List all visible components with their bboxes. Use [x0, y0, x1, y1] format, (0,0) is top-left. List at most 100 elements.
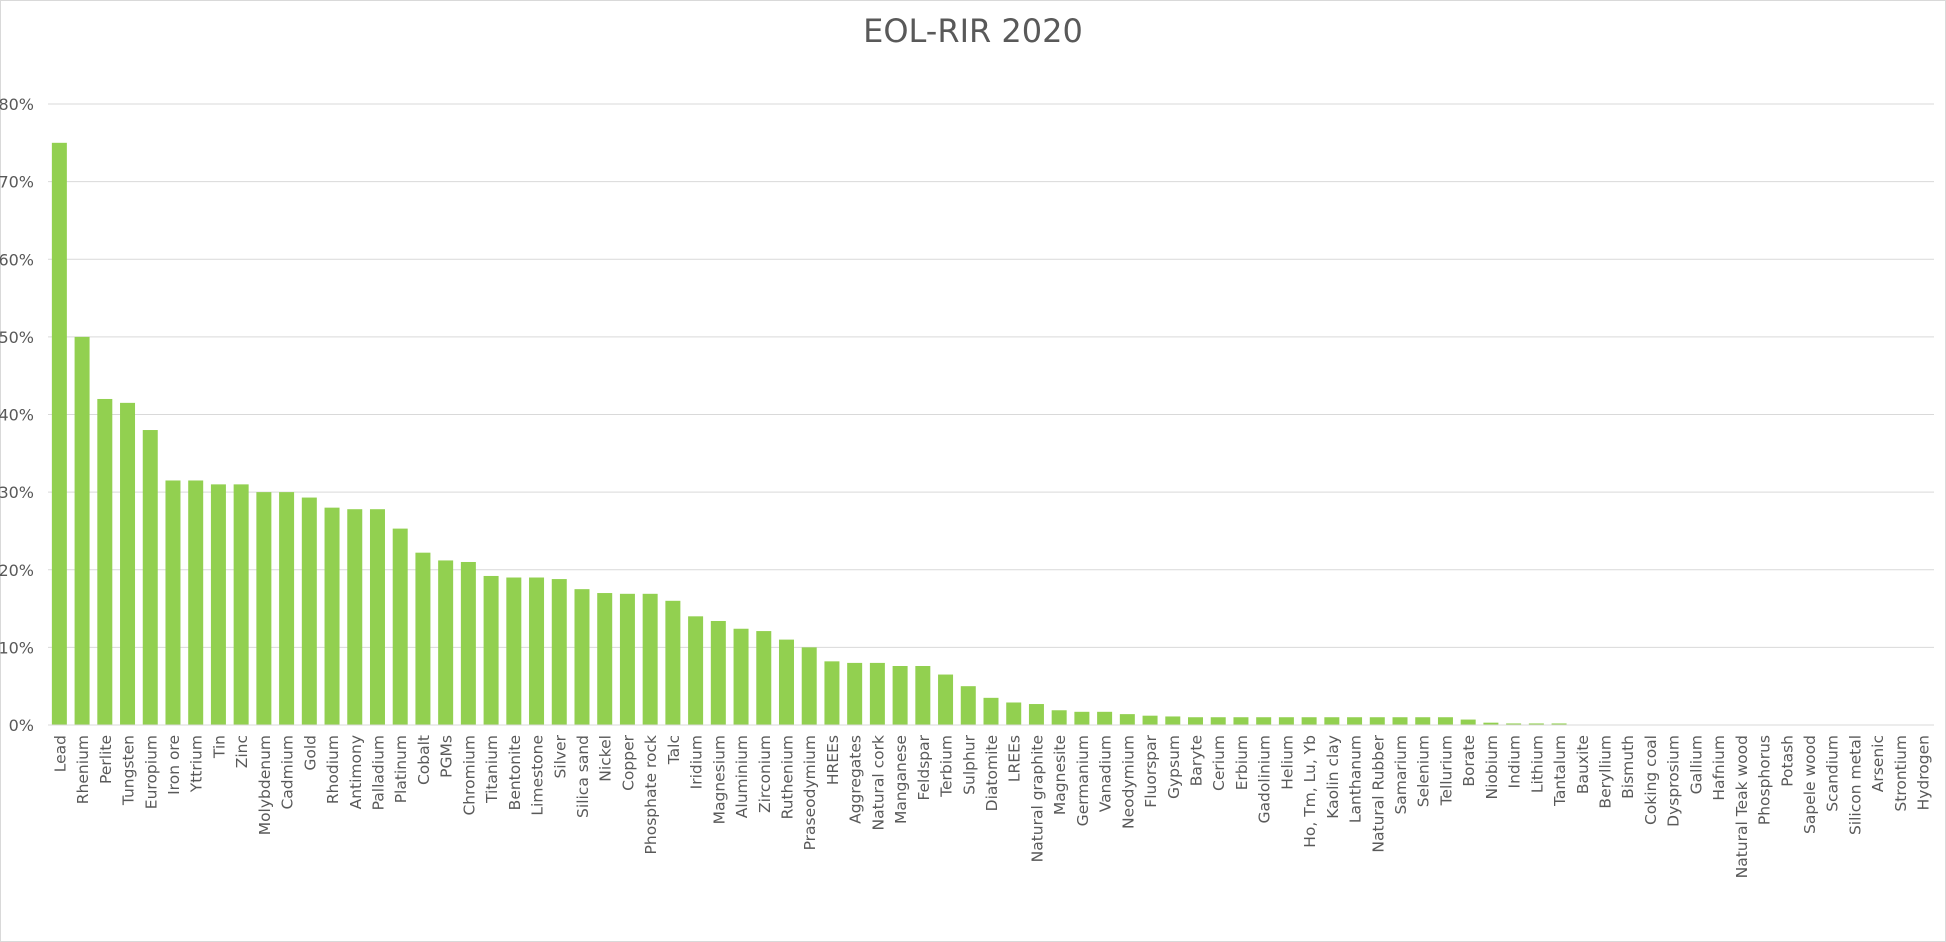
x-category-label: Neodymium [1119, 735, 1137, 829]
x-category-label: Magnesite [1051, 735, 1069, 815]
bar [847, 662, 863, 725]
x-category-label: Silicon metal [1846, 735, 1864, 835]
bar [1369, 717, 1385, 725]
bar [438, 560, 454, 725]
x-category-label: Kaolin clay [1324, 735, 1342, 819]
bar [710, 620, 726, 725]
bar [483, 575, 499, 725]
x-category-label: Borate [1460, 735, 1478, 787]
bar [1051, 710, 1067, 725]
bar [392, 528, 408, 725]
x-category-label: Silver [551, 734, 569, 778]
x-category-label: Arsenic [1869, 735, 1887, 792]
x-category-label: Bauxite [1574, 735, 1592, 794]
x-category-label: Vanadium [1097, 735, 1115, 812]
x-category-label: Indium [1506, 735, 1524, 788]
bar [233, 484, 249, 725]
x-category-label: Perlite [97, 735, 115, 784]
x-category-label: Ruthenium [778, 735, 796, 819]
bar [1415, 717, 1431, 725]
bar [165, 480, 181, 725]
bar [778, 639, 794, 725]
bar [1324, 717, 1340, 725]
bar [210, 484, 226, 725]
y-tick-label: 60% [0, 250, 34, 269]
x-category-label: Iridium [688, 735, 706, 789]
bar [142, 430, 158, 725]
bar [1028, 704, 1044, 725]
x-category-label: Palladium [369, 735, 387, 810]
x-category-label: Cerium [1210, 735, 1228, 791]
bar [574, 589, 590, 725]
x-category-label: Aggregates [847, 735, 865, 824]
x-category-label: Diatomite [983, 735, 1001, 811]
x-category-label: Cadmium [279, 735, 297, 810]
x-category-label: Beryllium [1597, 735, 1615, 809]
x-category-label: Tin [210, 735, 228, 759]
x-category-label: Sulphur [960, 734, 978, 794]
bar [960, 686, 976, 725]
bar [1256, 717, 1272, 725]
bar [529, 577, 545, 725]
x-category-label: Erbium [1233, 735, 1251, 790]
bar [619, 593, 635, 725]
x-category-label: Baryte [1188, 735, 1206, 786]
bar [756, 631, 772, 725]
bar [892, 666, 908, 725]
y-tick-label: 0% [9, 716, 34, 735]
x-category-label: Niobium [1483, 735, 1501, 799]
y-axis-ticks: 0% 10% 20% 30% 40% 50% 60% 70% 80% [0, 95, 34, 735]
bar [415, 552, 431, 725]
x-category-label: Lead [51, 735, 69, 772]
x-category-label: Chromium [460, 735, 478, 816]
x-category-label: Antimony [347, 735, 365, 809]
x-category-label: Sapele wood [1801, 735, 1819, 834]
bar [369, 509, 385, 725]
bar [1074, 711, 1090, 725]
x-category-label: Phosphate rock [642, 735, 660, 854]
bar [1460, 719, 1476, 725]
x-category-label: Lanthanum [1347, 735, 1365, 823]
gridlines [48, 103, 1934, 648]
bar [801, 647, 817, 725]
bar [279, 492, 295, 725]
bar [1233, 717, 1249, 725]
x-category-label: Zinc [233, 735, 251, 768]
bar [869, 662, 885, 725]
bar [1188, 717, 1204, 725]
x-category-label: Europium [142, 735, 160, 809]
x-category-label: Scandium [1824, 735, 1842, 812]
x-category-label: Lithium [1528, 735, 1546, 793]
y-tick-label: 80% [0, 95, 34, 114]
x-category-label: PGMs [438, 735, 456, 778]
bar [824, 661, 840, 725]
y-tick-label: 10% [0, 638, 34, 657]
bar [324, 507, 340, 725]
bar [347, 509, 363, 725]
x-category-label: Gypsum [1165, 735, 1183, 799]
bar [1006, 702, 1022, 725]
x-category-label: Aluminium [733, 735, 751, 818]
bar [551, 579, 567, 725]
bar [597, 593, 613, 725]
x-category-label: Terbium [938, 735, 956, 798]
x-category-label: Ho, Tm, Lu, Yb [1301, 735, 1319, 848]
x-category-label: Cobalt [415, 735, 433, 785]
bar [301, 497, 317, 725]
x-category-label: Tungsten [120, 735, 138, 806]
x-category-label: Talc [665, 735, 683, 765]
bar [1347, 717, 1363, 725]
bar [51, 142, 67, 725]
y-tick-label: 40% [0, 406, 34, 425]
x-category-label: Silica sand [574, 735, 592, 818]
x-category-label: Bismuth [1619, 735, 1637, 799]
bar [74, 336, 90, 725]
x-category-label: Hydrogen [1915, 735, 1933, 810]
x-category-label: Magnesium [710, 735, 728, 824]
x-category-label: Natural graphite [1028, 735, 1046, 862]
x-category-label: Strontium [1892, 735, 1910, 812]
x-category-label: Tantalum [1551, 735, 1569, 807]
x-category-label: Helium [1278, 735, 1296, 790]
